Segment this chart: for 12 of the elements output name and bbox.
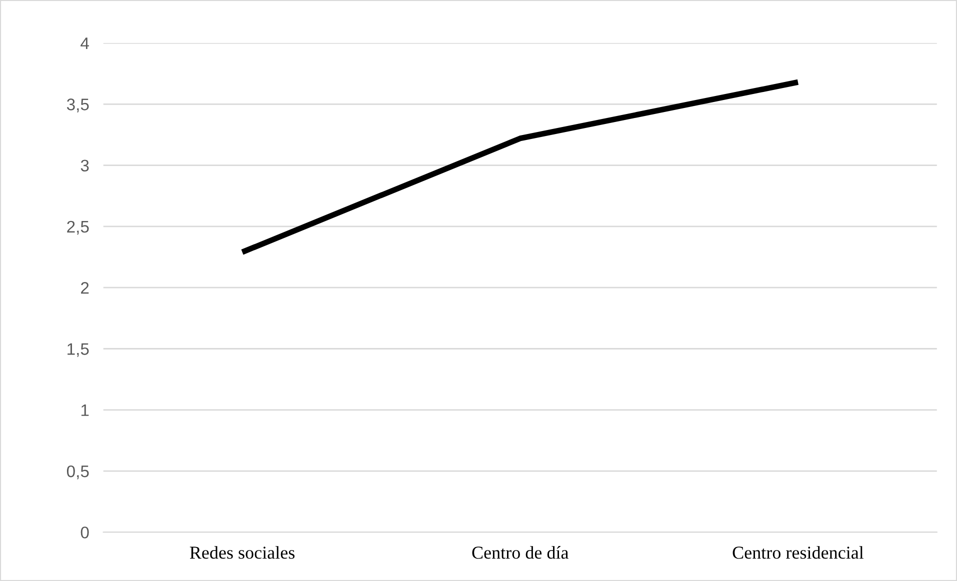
x-tick-label: Centro de día [472, 546, 569, 559]
y-tick-label: 3 [80, 160, 89, 172]
y-tick-label: 2 [81, 282, 89, 294]
y-tick-label: 3,5 [66, 98, 89, 112]
y-tick-label: 0 [80, 526, 89, 538]
x-tick-label: Redes sociales [190, 546, 295, 559]
y-tick-label: 1,5 [68, 343, 89, 357]
x-tick-label: Centro residencial [732, 546, 864, 559]
y-tick-label: 1 [81, 404, 89, 416]
y-tick-label: 0,5 [66, 465, 89, 480]
y-tick-label: 4 [80, 38, 89, 50]
y-tick-label: 2,5 [67, 220, 89, 235]
